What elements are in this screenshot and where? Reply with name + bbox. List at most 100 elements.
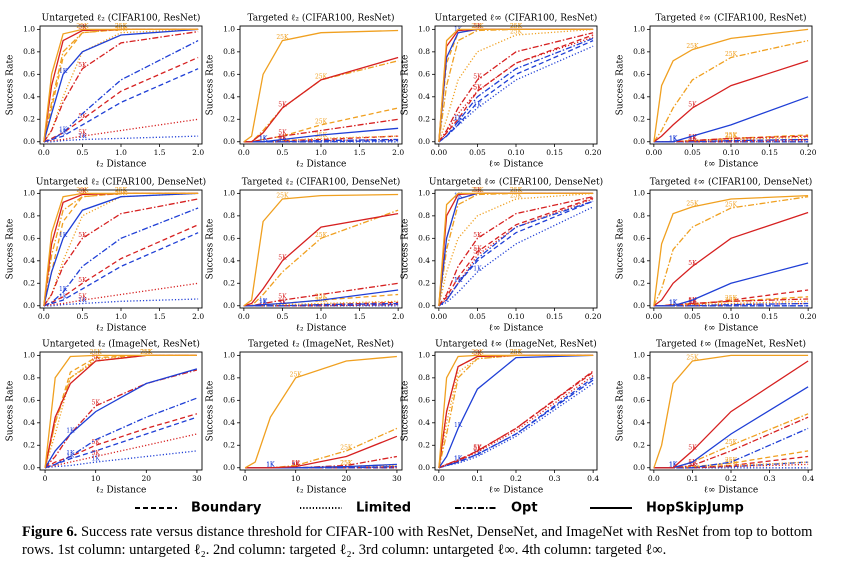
series-label: 1K — [473, 266, 482, 273]
series-line — [43, 28, 199, 142]
series-line — [438, 354, 594, 468]
x-axis-label: ℓ∞ Distance — [489, 324, 544, 334]
caption-text: Success rate versus distance threshold f… — [22, 524, 813, 558]
series-label: 1K — [259, 298, 268, 305]
y-tick-label: 0.6 — [223, 69, 235, 78]
series-line — [43, 207, 199, 307]
series-label: 1K — [278, 135, 287, 142]
series-line — [438, 200, 594, 307]
y-tick-label: 1.0 — [633, 350, 645, 359]
x-tick-label: 0.15 — [546, 312, 563, 321]
series-label: 5K — [473, 85, 482, 92]
series-label: 5K — [278, 134, 287, 141]
series-label: 1K — [266, 461, 275, 468]
plot-frame — [39, 189, 203, 309]
x-tick-label: 0.15 — [761, 312, 778, 321]
series-label: 1K — [669, 135, 678, 142]
x-tick-label: 0.5 — [76, 148, 88, 157]
series-label: 25K — [725, 201, 738, 208]
series-line — [653, 196, 809, 307]
series-line — [438, 200, 594, 307]
series-label: 1K — [59, 232, 68, 239]
series-line — [438, 354, 594, 469]
series-label: 1K — [669, 461, 678, 468]
series-label: 25K — [686, 43, 699, 50]
series-line — [653, 211, 809, 307]
y-tick-label: 0.8 — [418, 47, 430, 56]
series-label: 5K — [92, 450, 101, 457]
chart-title: Targeted ℓ∞ (CIFAR100, ResNet) — [656, 13, 807, 24]
x-axis-label: ℓ₂ Distance — [296, 324, 347, 334]
series-label: 1K — [454, 277, 463, 284]
x-tick-label: 1.0 — [315, 312, 327, 321]
y-tick-label: 0.0 — [23, 301, 35, 310]
series-label: 5K — [473, 85, 482, 92]
series-label: 1K — [669, 461, 678, 468]
plot-frame — [39, 351, 203, 471]
y-axis-label: Success Rate — [6, 55, 16, 116]
series-label: 1K — [454, 115, 463, 122]
y-axis-label: Success Rate — [6, 381, 16, 442]
x-tick-label: 1.0 — [115, 148, 127, 157]
series-label: 5K — [92, 354, 101, 361]
series-line — [243, 302, 399, 307]
series-line — [438, 196, 594, 307]
x-tick-label: 0.05 — [469, 312, 486, 321]
series-label: 25K — [725, 132, 738, 139]
y-axis-label: Success Rate — [401, 55, 411, 116]
series-line — [438, 37, 594, 143]
series-label: 5K — [688, 298, 697, 305]
series-line — [43, 198, 199, 307]
series-label: 5K — [473, 232, 482, 239]
series-line — [243, 29, 399, 143]
series-line — [438, 354, 594, 468]
series-line — [44, 369, 198, 469]
y-tick-label: 0.8 — [633, 47, 645, 56]
y-tick-label: 0.8 — [418, 373, 430, 382]
series-label: 25K — [686, 354, 699, 361]
x-tick-label: 0.5 — [276, 148, 288, 157]
plot-frame — [239, 351, 403, 471]
x-tick-label: 2.0 — [192, 312, 204, 321]
y-tick-label: 1.0 — [223, 24, 235, 33]
y-tick-label: 0.4 — [23, 92, 35, 101]
series-line — [243, 107, 399, 143]
series-label: 1K — [259, 135, 268, 142]
x-tick-label: 0.10 — [723, 148, 740, 157]
series-line — [653, 60, 809, 143]
y-tick-label: 0.2 — [23, 278, 35, 287]
chart-title: Untargeted ℓ₂ (CIFAR100, DenseNet) — [36, 177, 206, 188]
series-label: 5K — [688, 444, 697, 451]
series-label: 5K — [473, 444, 482, 451]
y-tick-label: 0.4 — [633, 418, 645, 427]
x-tick-label: 0.10 — [508, 312, 525, 321]
series-line — [653, 413, 809, 469]
series-label: 25K — [725, 439, 738, 446]
series-label: 5K — [688, 299, 697, 306]
series-label: 5K — [78, 62, 87, 69]
x-tick-label: 0.00 — [431, 312, 448, 321]
y-tick-label: 1.0 — [418, 24, 430, 33]
y-tick-label: 1.0 — [23, 24, 35, 33]
x-tick-label: 10 — [291, 474, 301, 483]
series-label: 1K — [266, 461, 275, 468]
y-tick-label: 0.6 — [418, 69, 430, 78]
y-tick-label: 0.0 — [223, 137, 235, 146]
series-label: 1K — [669, 461, 678, 468]
y-tick-label: 0.8 — [23, 211, 35, 220]
series-label: 25K — [290, 371, 303, 378]
series-line — [438, 36, 594, 143]
y-tick-label: 1.0 — [418, 350, 430, 359]
series-label: 5K — [278, 135, 287, 142]
x-tick-label: 0.10 — [723, 312, 740, 321]
y-tick-label: 0.8 — [223, 211, 235, 220]
x-tick-label: 0.00 — [646, 148, 663, 157]
series-label: 25K — [315, 294, 328, 301]
x-tick-label: 0 — [243, 474, 248, 483]
x-tick-label: 0.20 — [585, 148, 602, 157]
series-label: 1K — [473, 102, 482, 109]
series-label: 1K — [454, 456, 463, 463]
x-tick-label: 0.15 — [546, 148, 563, 157]
series-label: 1K — [669, 299, 678, 306]
series-label: 5K — [688, 134, 697, 141]
